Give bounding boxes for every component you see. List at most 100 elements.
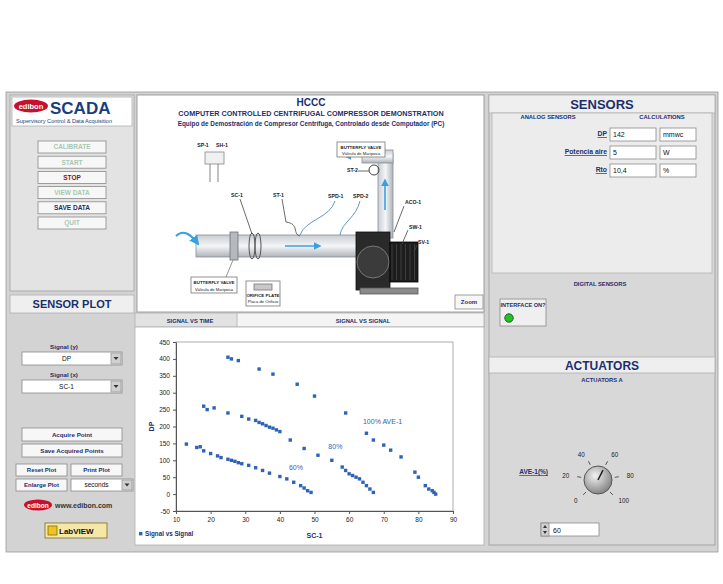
point xyxy=(212,406,215,409)
tab-label[interactable]: SIGNAL VS SIGNAL xyxy=(336,318,391,324)
button[interactable] xyxy=(16,479,67,491)
diagram-bg xyxy=(137,95,484,312)
button[interactable] xyxy=(38,141,106,153)
dropdown[interactable] xyxy=(22,352,122,365)
button-label[interactable]: Zoom xyxy=(461,299,477,305)
data-points xyxy=(185,356,438,496)
sensors-panel-bg xyxy=(489,95,715,545)
point xyxy=(271,426,274,429)
tick-mark xyxy=(280,511,281,514)
tick-mark xyxy=(173,494,176,495)
leader-line xyxy=(402,230,408,244)
logo-product: SCADA xyxy=(50,99,110,118)
point xyxy=(341,465,344,468)
dropdown-value[interactable]: SC-1 xyxy=(59,383,74,390)
button-label[interactable]: START xyxy=(61,159,82,166)
button[interactable] xyxy=(71,464,122,476)
sensor-tag: SW-1 xyxy=(409,224,422,230)
point xyxy=(302,486,305,489)
tick-label: 100 xyxy=(159,457,170,464)
tab-label: ANALOG SENSORS xyxy=(520,114,575,120)
flow-arrow xyxy=(176,233,198,244)
tab-label[interactable]: SIGNAL VS TIME xyxy=(167,318,214,324)
button[interactable] xyxy=(38,171,106,183)
tick-label: 450 xyxy=(159,339,170,346)
point xyxy=(247,417,250,420)
tick: 70 xyxy=(381,511,389,523)
button-label[interactable]: Acquire Point xyxy=(52,431,92,438)
button-label[interactable]: CALIBRATE xyxy=(53,143,91,150)
button[interactable] xyxy=(16,464,67,476)
tab-label: CALCULATIONS xyxy=(639,114,684,120)
button[interactable] xyxy=(38,156,106,168)
knob[interactable] xyxy=(584,466,612,494)
button-label[interactable]: Reset Plot xyxy=(27,467,56,473)
field-label: Signal (y) xyxy=(50,343,78,350)
dropdown[interactable] xyxy=(71,479,133,491)
dropdown-arrow-box[interactable] xyxy=(122,480,132,490)
knob-tick-label: 80 xyxy=(627,472,635,479)
tick-label: 80 xyxy=(415,516,423,523)
tick-mark xyxy=(418,511,419,514)
button[interactable] xyxy=(22,428,122,441)
main-frame xyxy=(6,92,718,552)
sensor-tag: ACO-1 xyxy=(405,199,421,205)
button[interactable] xyxy=(38,202,106,214)
point xyxy=(275,428,278,431)
numeric-stepper[interactable] xyxy=(541,523,549,536)
leader-line xyxy=(414,245,417,252)
tick-label: 50 xyxy=(163,474,171,481)
point xyxy=(199,445,202,448)
dropdown-arrow-box[interactable] xyxy=(111,381,121,392)
tick-mark xyxy=(173,410,176,411)
labview-icon xyxy=(48,526,57,535)
dropdown-value[interactable]: seconds xyxy=(84,481,109,488)
point xyxy=(226,356,229,359)
point xyxy=(240,415,243,418)
chart-bg xyxy=(135,327,484,545)
tick-mark xyxy=(173,427,176,428)
caption-box xyxy=(337,142,385,157)
motor-fin xyxy=(410,244,411,280)
button-label[interactable]: Enlarge Plot xyxy=(24,482,59,488)
stepper-arrow xyxy=(543,531,547,534)
point xyxy=(389,448,392,451)
compressor xyxy=(356,232,390,290)
button[interactable] xyxy=(38,217,106,229)
tick-label: 150 xyxy=(159,440,170,447)
point xyxy=(354,476,357,479)
button-label[interactable]: SAVE DATA xyxy=(54,204,90,211)
point xyxy=(219,456,222,459)
tick: 250 xyxy=(159,406,176,413)
point xyxy=(382,443,385,446)
tick: 150 xyxy=(159,440,176,447)
dropdown[interactable] xyxy=(22,380,122,393)
tick-mark xyxy=(173,342,176,343)
caption: ORIFICE PLATE xyxy=(246,293,279,298)
motor-fin xyxy=(392,244,393,280)
button[interactable] xyxy=(22,444,122,457)
button-label[interactable]: Print Plot xyxy=(83,467,110,473)
pressure-tube xyxy=(340,201,360,235)
button-label[interactable]: STOP xyxy=(63,174,81,181)
button[interactable] xyxy=(455,295,483,309)
button-label[interactable]: Save Acquired Points xyxy=(40,447,104,454)
unit-box xyxy=(660,146,696,159)
button-label[interactable]: QUIT xyxy=(64,219,80,227)
tick: 80 xyxy=(415,511,423,523)
unit-box xyxy=(660,128,696,141)
leader-line xyxy=(240,199,252,234)
point xyxy=(330,459,333,462)
control-panel: edibonSCADASupervisory Control & Data Ac… xyxy=(10,95,134,291)
point xyxy=(202,405,205,408)
point xyxy=(358,477,361,480)
sensor-cable xyxy=(218,164,219,182)
reading-value: 142 xyxy=(613,131,625,138)
sensor-tag: SH-1 xyxy=(216,142,228,148)
button[interactable] xyxy=(38,187,106,199)
caption-box xyxy=(246,281,280,306)
dropdown-arrow-box[interactable] xyxy=(111,353,121,364)
numeric-box[interactable] xyxy=(541,523,599,536)
dropdown-value[interactable]: DP xyxy=(62,355,71,362)
button-label[interactable]: VIEW DATA xyxy=(54,189,90,196)
